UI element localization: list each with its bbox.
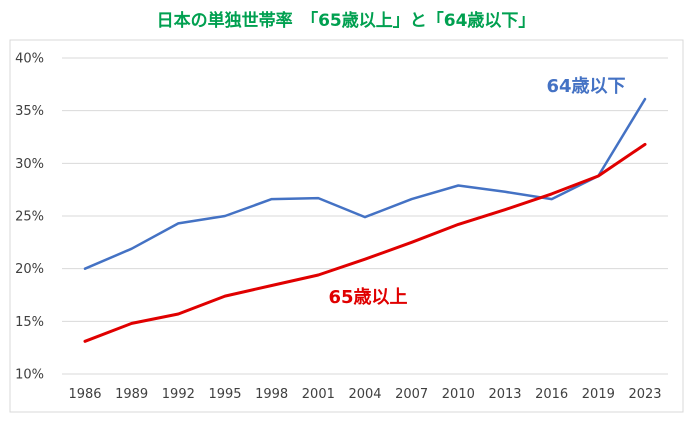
y-tick-label: 30%: [15, 157, 44, 172]
plot-area-border: [9, 39, 684, 413]
series-line: [83, 142, 647, 343]
x-tick-label: 1995: [208, 387, 241, 402]
x-tick-label: 2016: [535, 387, 568, 402]
series-label: 64歳以下: [546, 76, 625, 97]
x-tick-label: 2004: [348, 387, 381, 402]
y-tick-label: 25%: [15, 210, 44, 225]
y-tick-label: 35%: [15, 104, 44, 119]
y-tick-label: 15%: [15, 315, 44, 330]
x-axis-tick-labels: 1986 1989 1992 1995 1998 2001 2004 2007 2010 2013…: [68, 387, 661, 402]
x-tick-label: 2013: [488, 387, 521, 402]
x-tick-label: 2010: [442, 387, 475, 402]
x-tick-label: 2007: [395, 387, 428, 402]
x-tick-label: 2019: [582, 387, 615, 402]
series-label: 65歳以上: [328, 287, 407, 308]
x-tick-label: 1998: [255, 387, 288, 402]
x-tick-label: 2001: [302, 387, 335, 402]
x-tick-label: 2023: [628, 387, 661, 402]
chart-title: 日本の単独世帯率 「65歳以上」と「64歳以下」: [157, 10, 536, 31]
y-tick-label: 10%: [15, 368, 44, 383]
series-labels: 64歳以下 65歳以上: [328, 76, 625, 308]
gridlines: [62, 57, 668, 375]
y-tick-label: 20%: [15, 262, 44, 277]
x-tick-label: 1986: [68, 387, 101, 402]
y-tick-label: 40%: [15, 52, 44, 67]
x-tick-label: 1989: [115, 387, 148, 402]
y-axis-tick-labels: 10% 15% 20% 25% 30% 35% 40%: [15, 52, 44, 383]
series-line: [83, 97, 647, 270]
x-tick-label: 1992: [162, 387, 195, 402]
series-lines: [83, 97, 647, 343]
